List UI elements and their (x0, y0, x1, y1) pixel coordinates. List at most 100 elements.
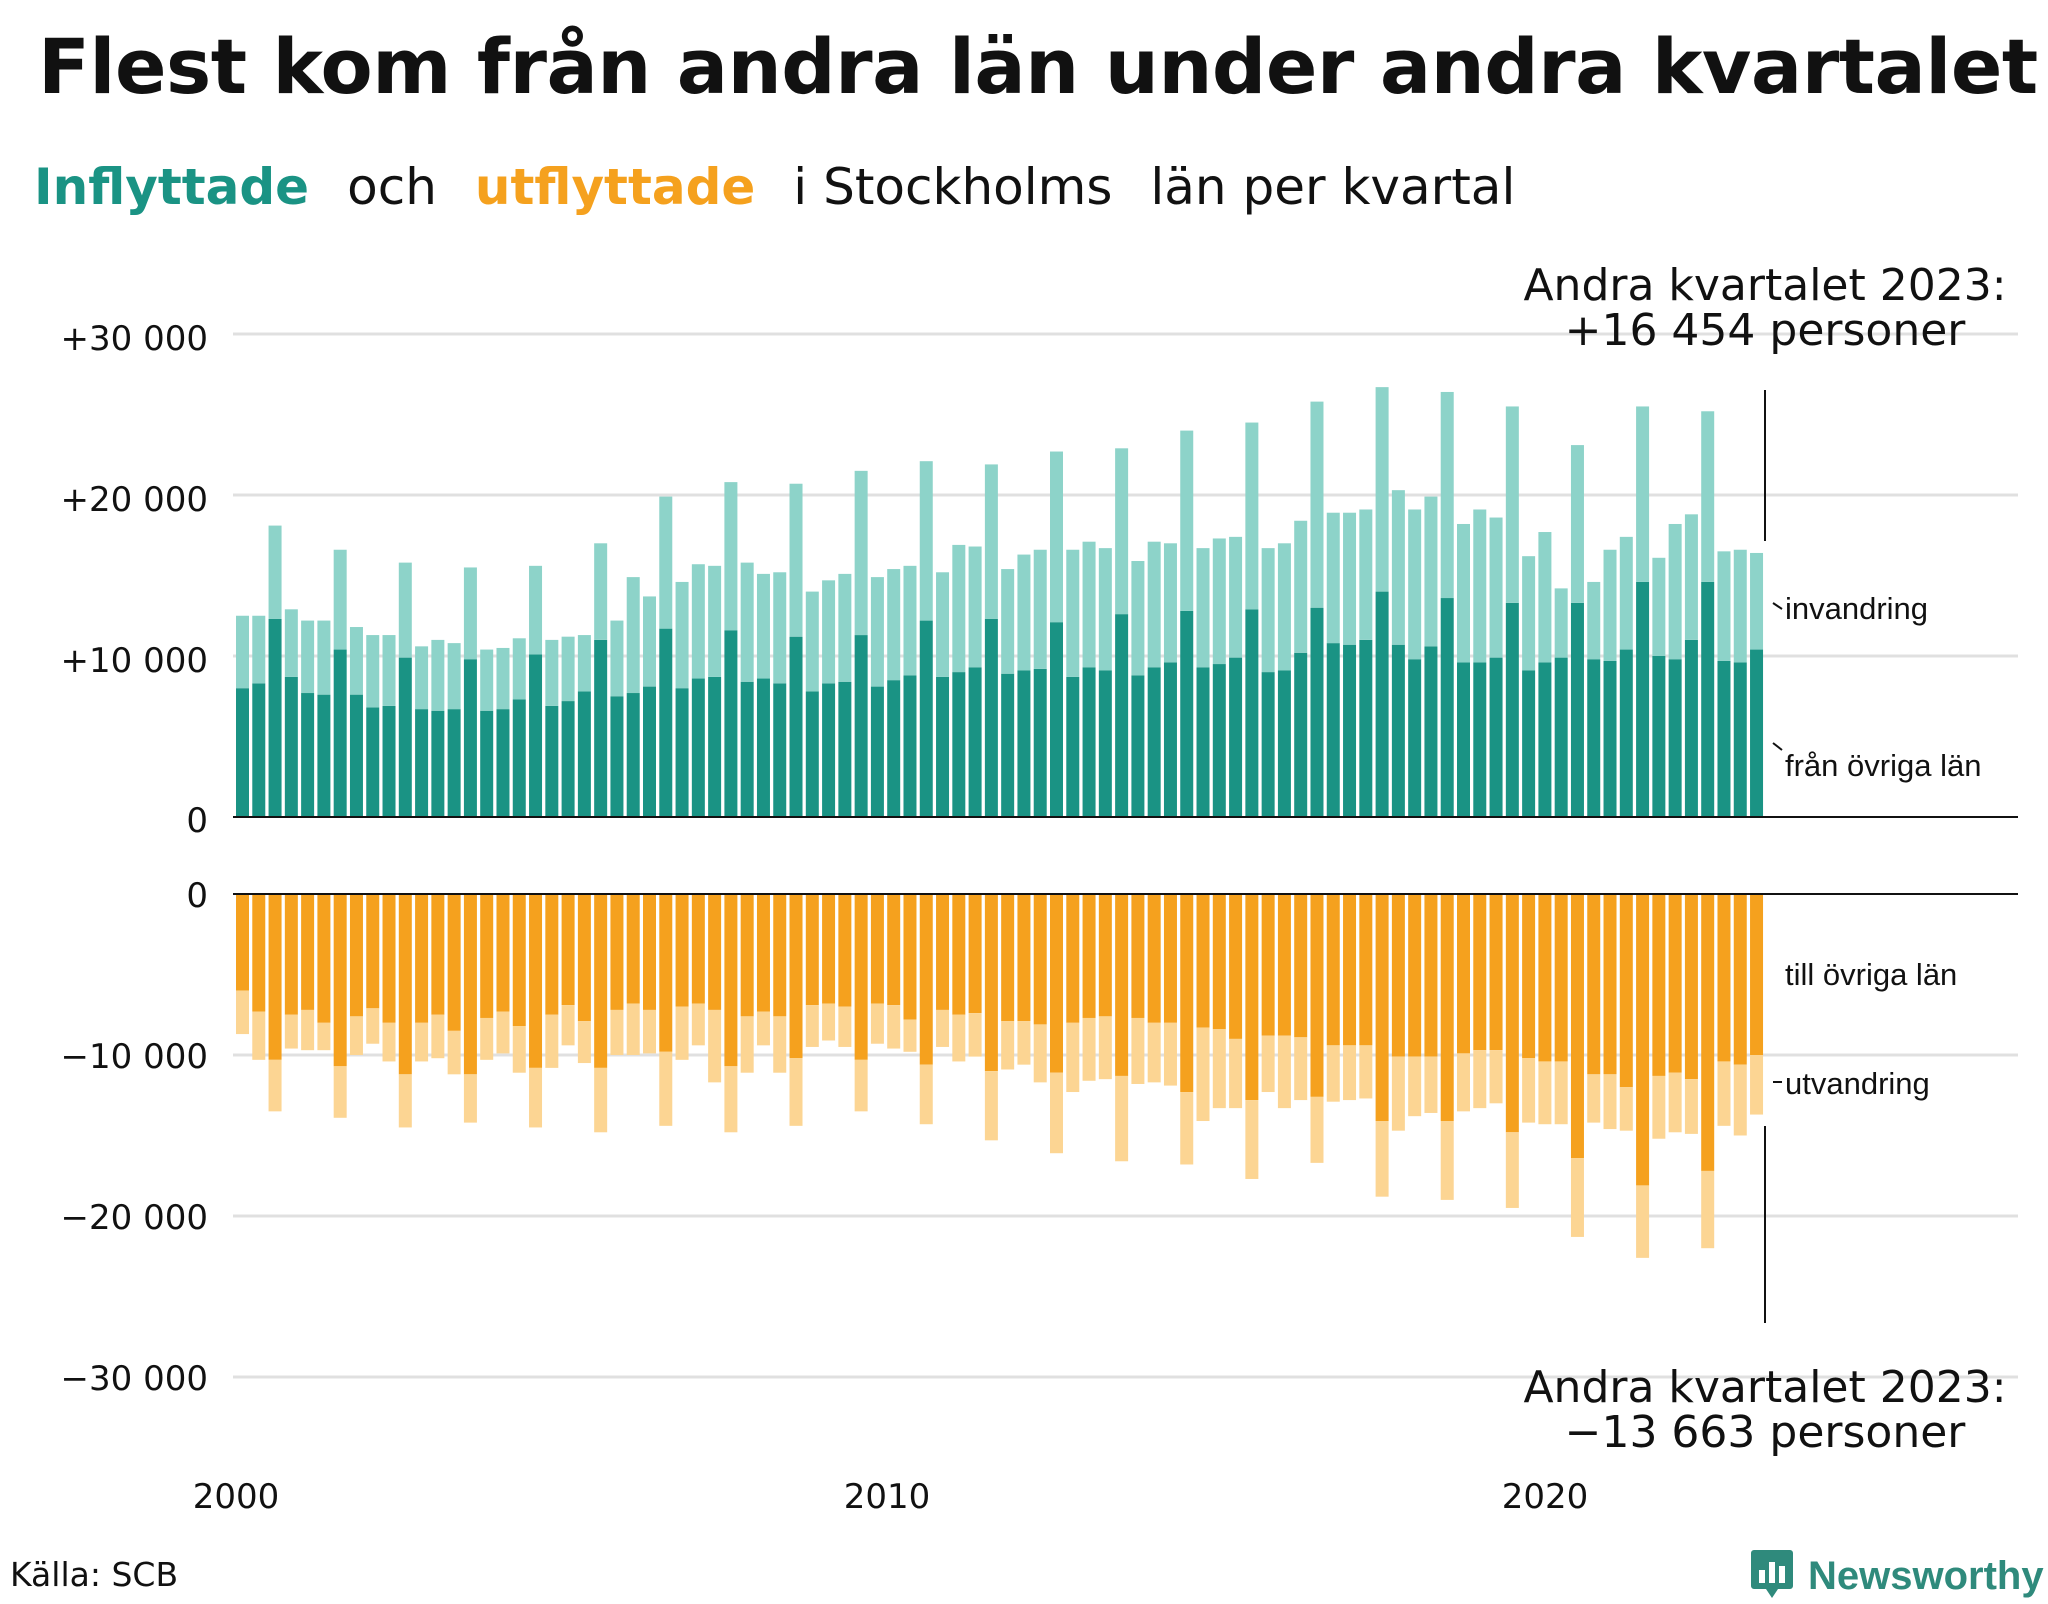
bar-utvandring (1619, 1087, 1633, 1131)
bar-invandring (838, 573, 852, 682)
bar-invandring (1375, 387, 1389, 592)
bar-utvandring (968, 1013, 982, 1057)
bar-till-ovriga-lan (1082, 894, 1096, 1018)
bar-invandring (1522, 556, 1536, 671)
bar-invandring (1017, 554, 1031, 671)
bar-fran-ovriga-lan (756, 678, 770, 817)
annotation-top-line2: +16 454 personer (1565, 305, 1967, 356)
bar-till-ovriga-lan (1440, 894, 1454, 1122)
bar-utvandring (1066, 1022, 1080, 1093)
bar-utvandring (1636, 1185, 1650, 1258)
bar-fran-ovriga-lan (1131, 675, 1145, 817)
bar-fran-ovriga-lan (1050, 622, 1063, 817)
bar-invandring (610, 620, 624, 697)
bar-invandring (789, 483, 803, 637)
x-tick-2020: 2020 (1502, 1477, 1589, 1517)
bar-fran-ovriga-lan (1180, 610, 1194, 817)
newsworthy-icon (1750, 1548, 1794, 1604)
bar-fran-ovriga-lan (1066, 676, 1080, 817)
bar-fran-ovriga-lan (252, 683, 266, 817)
bar-invandring (1505, 406, 1519, 603)
bar-till-ovriga-lan (1163, 894, 1177, 1023)
bar-invandring (1196, 548, 1210, 668)
bar-invandring (236, 615, 249, 689)
bar-invandring (1359, 509, 1373, 640)
bar-invandring (1245, 422, 1259, 610)
y-tick-top-1: +20 000 (61, 480, 208, 520)
bar-till-ovriga-lan (675, 894, 689, 1007)
bar-fran-ovriga-lan (529, 654, 543, 817)
bar-till-ovriga-lan (1733, 894, 1747, 1065)
bar-till-ovriga-lan (691, 894, 705, 1004)
bar-fran-ovriga-lan (447, 709, 461, 817)
bar-invandring (1473, 509, 1487, 663)
bar-till-ovriga-lan (1408, 894, 1422, 1057)
bar-till-ovriga-lan (1473, 894, 1487, 1051)
bar-utvandring (1652, 1075, 1666, 1139)
bar-till-ovriga-lan (594, 894, 608, 1068)
bar-utvandring (805, 1005, 819, 1047)
bar-invandring (1326, 512, 1340, 644)
bar-utvandring (1391, 1056, 1405, 1131)
bar-till-ovriga-lan (1522, 894, 1536, 1059)
bar-utvandring (512, 1026, 526, 1073)
bar-invandring (1261, 548, 1275, 673)
brand-name: Newsworthy (1808, 1553, 2044, 1598)
bar-till-ovriga-lan (366, 894, 380, 1009)
bar-fran-ovriga-lan (268, 618, 282, 817)
bar-till-ovriga-lan (1180, 894, 1194, 1093)
bar-utvandring (317, 1022, 331, 1051)
bar-fran-ovriga-lan (740, 681, 754, 817)
bar-utvandring (1440, 1121, 1454, 1200)
bar-fran-ovriga-lan (887, 680, 901, 817)
bar-till-ovriga-lan (268, 894, 282, 1060)
bar-invandring (577, 635, 591, 692)
bar-till-ovriga-lan (1391, 894, 1405, 1057)
bar-invandring (1408, 509, 1422, 660)
brand-logo: Newsworthy (1750, 1548, 2044, 1604)
bar-till-ovriga-lan (789, 894, 803, 1059)
bar-fran-ovriga-lan (1196, 667, 1210, 817)
bar-fran-ovriga-lan (1326, 643, 1340, 817)
bar-fran-ovriga-lan (1163, 662, 1177, 817)
bar-till-ovriga-lan (838, 894, 852, 1007)
bar-fran-ovriga-lan (1652, 656, 1666, 817)
bar-invandring (1570, 445, 1584, 603)
bar-invandring (919, 461, 933, 621)
bar-invandring (1457, 523, 1470, 663)
bar-utvandring (936, 1009, 950, 1047)
bar-fran-ovriga-lan (952, 672, 966, 817)
bar-utvandring (887, 1005, 901, 1049)
bar-invandring (1033, 549, 1047, 669)
bar-invandring (594, 543, 608, 640)
bar-invandring (545, 639, 559, 706)
y-tick-bottom-0: 0 (186, 876, 208, 916)
bar-fran-ovriga-lan (1294, 652, 1308, 817)
bar-till-ovriga-lan (1050, 894, 1063, 1073)
subtitle-stockholms: i Stockholms (793, 158, 1113, 216)
bar-invandring (463, 567, 477, 660)
bar-till-ovriga-lan (1343, 894, 1357, 1046)
bar-utvandring (1538, 1061, 1552, 1125)
bar-invandring (1619, 536, 1633, 650)
bar-fran-ovriga-lan (1636, 581, 1650, 817)
label-invandring: invandring (1785, 591, 1928, 626)
bar-fran-ovriga-lan (236, 688, 249, 817)
bar-till-ovriga-lan (919, 894, 933, 1065)
bar-till-ovriga-lan (349, 894, 363, 1017)
bar-utvandring (545, 1014, 559, 1068)
bar-invandring (1180, 430, 1194, 611)
bar-till-ovriga-lan (1538, 894, 1552, 1062)
bar-utvandring (708, 1009, 722, 1083)
bar-utvandring (366, 1008, 380, 1044)
bar-fran-ovriga-lan (1505, 602, 1519, 817)
bar-invandring (1440, 391, 1454, 599)
bar-invandring (1733, 549, 1747, 663)
bar-invandring (675, 581, 689, 689)
bar-utvandring (1082, 1017, 1096, 1081)
bar-invandring (382, 635, 396, 706)
bar-till-ovriga-lan (1750, 894, 1764, 1055)
bar-fran-ovriga-lan (333, 649, 347, 817)
bar-utvandring (398, 1074, 412, 1128)
axes: +30 000 +20 000 +10 000 0 0 −10 000 −20 … (61, 319, 2018, 1517)
